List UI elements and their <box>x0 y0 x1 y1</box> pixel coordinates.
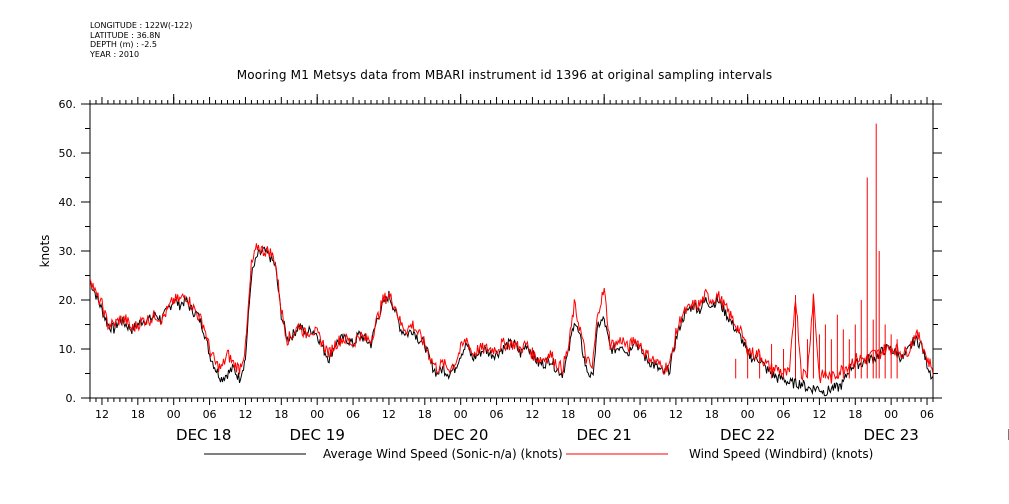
legend: Average Wind Speed (Sonic-n/a) (knots) Wi… <box>204 447 873 461</box>
x-day-label: DEC 18 <box>176 426 231 444</box>
x-tick-label: 06 <box>633 408 647 421</box>
x-tick-label: 00 <box>597 408 611 421</box>
y-tick-label: 20. <box>59 294 77 307</box>
x-tick-label: 00 <box>741 408 755 421</box>
legend-label-sonic: Average Wind Speed (Sonic-n/a) (knots) <box>323 447 563 461</box>
x-day-label: DEC 19 <box>290 426 345 444</box>
y-axis-label: knots <box>38 235 52 268</box>
depth-text: DEPTH (m) : -2.5 <box>90 40 157 49</box>
series-line-windbird <box>90 243 933 384</box>
x-tick-label: 06 <box>920 408 934 421</box>
x-tick-label: 18 <box>561 408 575 421</box>
x-day-label: DEC 21 <box>576 426 631 444</box>
x-tick-label: 00 <box>454 408 468 421</box>
x-tick-label: 18 <box>131 408 145 421</box>
x-tick-label: 18 <box>848 408 862 421</box>
y-tick-label: 0. <box>66 392 77 405</box>
x-tick-label: 18 <box>274 408 288 421</box>
x-tick-label: 12 <box>812 408 826 421</box>
x-tick-label: 18 <box>418 408 432 421</box>
metadata-block: LONGITUDE : 122W(-122) LATITUDE : 36.8N … <box>90 21 192 59</box>
year-text: YEAR : 2010 <box>90 49 140 59</box>
x-tick-label: 06 <box>203 408 217 421</box>
y-tick-label: 50. <box>59 147 77 160</box>
x-day-label: DEC 20 <box>433 426 488 444</box>
x-tick-label: 12 <box>669 408 683 421</box>
y-tick-label: 60. <box>59 98 77 111</box>
x-day-label: DEC 24 <box>1007 426 1009 444</box>
x-tick-label: 12 <box>95 408 109 421</box>
x-day-label: DEC 23 <box>863 426 918 444</box>
axes-group: 12 18 00 06 12 18 00 06 12 18 00 06 12 18 00 06 12 18 00 06… <box>38 94 1009 444</box>
chart-title: Mooring M1 Metsys data from MBARI instru… <box>236 68 773 82</box>
x-tick-label: 06 <box>777 408 791 421</box>
y-tick-label: 30. <box>59 245 77 258</box>
y-tick-label: 10. <box>59 343 77 356</box>
legend-label-windbird: Wind Speed (Windbird) (knots) <box>689 447 873 461</box>
x-tick-label: 06 <box>490 408 504 421</box>
x-tick-label: 06 <box>346 408 360 421</box>
x-tick-label: 12 <box>525 408 539 421</box>
x-tick-label: 00 <box>167 408 181 421</box>
x-tick-label: 18 <box>705 408 719 421</box>
x-tick-label: 12 <box>382 408 396 421</box>
plot-area <box>90 123 933 397</box>
y-tick-label: 40. <box>59 196 77 209</box>
x-tick-label: 00 <box>310 408 324 421</box>
plot-frame <box>89 103 934 399</box>
series-line-sonic <box>90 246 933 397</box>
latitude-text: LATITUDE : 36.8N <box>90 30 161 40</box>
x-tick-label: 12 <box>238 408 252 421</box>
longitude-text: LONGITUDE : 122W(-122) <box>90 21 193 30</box>
x-day-label: DEC 22 <box>720 426 775 444</box>
x-tick-label: 00 <box>884 408 898 421</box>
